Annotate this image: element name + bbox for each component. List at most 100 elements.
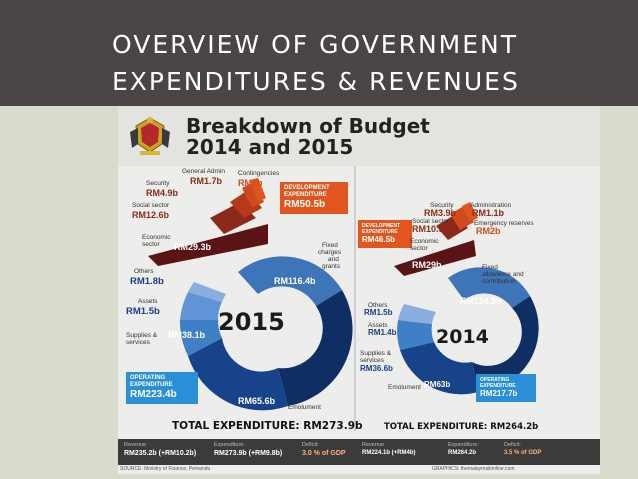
label-emolument-2014: Emolument bbox=[388, 384, 421, 391]
label-supplies-2: services bbox=[126, 339, 150, 346]
label-assets: Assets bbox=[138, 298, 158, 305]
deficit-2015-value: 3.0 % of GDP bbox=[302, 450, 346, 457]
label-supplies-2014-2: services bbox=[360, 357, 384, 364]
value-security-2014: RM3.9b bbox=[424, 208, 457, 218]
label-economic-2014-2: sector bbox=[410, 245, 428, 252]
op-box-2014-line1: OPERATING bbox=[480, 377, 510, 383]
deficit-2014-heading: Deficit: bbox=[504, 442, 521, 448]
label-emolument: Emolument bbox=[288, 404, 321, 411]
label-supplies-2014-1: Supplies & bbox=[360, 350, 392, 357]
revenue-2014: Revenue RM224.1b (+RM4b) bbox=[362, 442, 416, 458]
label-general-admin: General Admin bbox=[182, 168, 225, 175]
label-administration-2014: Administration bbox=[470, 202, 512, 209]
label-fixed-2014-2: allowance and bbox=[482, 271, 524, 278]
label-security-2014: Security bbox=[430, 202, 454, 209]
label-fixed-2: charges bbox=[318, 249, 342, 256]
op-box-2015-line2: EXPENDITURE bbox=[130, 382, 173, 388]
infographic-header: Breakdown of Budget 2014 and 2015 bbox=[118, 106, 600, 166]
infographic-title-line1: Breakdown of Budget bbox=[186, 114, 430, 138]
source-credit: SOURCE: Ministry of Finance, Pemandu bbox=[120, 466, 211, 472]
label-others-2014: Others bbox=[368, 302, 388, 309]
summary-bar: Revenue RM235.2b (+RM10.2b) Expenditure:… bbox=[118, 439, 600, 465]
op-box-2015-line1: OPERATING bbox=[130, 375, 166, 381]
dev-box-2015-line2: EXPENDITURE bbox=[284, 192, 327, 198]
credits: SOURCE: Ministry of Finance, Pemandu GRA… bbox=[118, 466, 600, 474]
value-supplies: RM38.1b bbox=[168, 330, 206, 340]
dev-box-2014-value: RM46.5b bbox=[362, 235, 395, 244]
label-economic-2: sector bbox=[142, 241, 160, 248]
label-emergency-2014: Emergency reserves bbox=[474, 220, 534, 227]
slide-title-line2: EXPENDITURES & REVENUES bbox=[112, 67, 520, 96]
op-box-2014-value: RM217.7b bbox=[480, 389, 518, 398]
label-economic-1: Economic bbox=[142, 234, 171, 241]
value-assets-2014: RM1.4b bbox=[368, 328, 397, 337]
dev-box-2015-line1: DEVELOPMENT bbox=[284, 185, 330, 191]
budget-graphics bbox=[148, 178, 539, 411]
value-emergency-2014: RM2b bbox=[476, 226, 501, 236]
value-emolument-2014: RM63b bbox=[424, 380, 451, 389]
value-economic-sector: RM29.3b bbox=[174, 242, 212, 252]
value-others-2014: RM1.5b bbox=[364, 308, 393, 317]
deficit-2015-heading: Deficit: bbox=[302, 442, 319, 448]
label-fixed-2014-3: contribution bbox=[482, 278, 516, 285]
label-economic-2014-1: Economic bbox=[410, 238, 439, 245]
year-2015-label: 2015 bbox=[218, 308, 285, 336]
year-2014-label: 2014 bbox=[436, 326, 489, 348]
value-assets: RM1.5b bbox=[126, 306, 160, 317]
dev-box-2014-line1: DEVELOPMENT bbox=[362, 223, 401, 229]
deficit-2015: Deficit: 3.0 % of GDP bbox=[302, 442, 346, 458]
development-expenditure-2015: DEVELOPMENT EXPENDITURE RM50.5b bbox=[280, 182, 348, 214]
panel-divider bbox=[354, 166, 356, 431]
expenditure-2015-heading: Expenditure: bbox=[214, 442, 245, 448]
coat-of-arms-icon bbox=[130, 117, 170, 155]
value-contingencies: RM2b bbox=[238, 178, 263, 188]
value-security: RM4.9b bbox=[146, 188, 179, 198]
label-fixed-1: Fixed bbox=[322, 242, 338, 249]
op-box-2014-line2: EXPENDITURE bbox=[480, 383, 516, 389]
expenditure-2015-value: RM273.9b (+RM9.8b) bbox=[214, 450, 283, 457]
label-social-2014: Social sector bbox=[412, 218, 450, 225]
revenue-2015-heading: Revenue bbox=[124, 442, 147, 448]
dev-box-2014-line2: EXPENDITURE bbox=[362, 229, 398, 235]
value-fixed-charges: RM116.4b bbox=[274, 276, 316, 286]
development-bars-2014 bbox=[394, 202, 478, 276]
label-contingencies: Contingencies bbox=[238, 170, 280, 177]
label-security: Security bbox=[146, 180, 170, 187]
deficit-2014-value: 3.5 % of GDP bbox=[504, 450, 542, 456]
slide-header: OVERVIEW OF GOVERNMENT EXPENDITURES & RE… bbox=[0, 0, 638, 106]
dev-box-2015-value: RM50.5b bbox=[284, 199, 326, 210]
revenue-2015: Revenue RM235.2b (+RM10.2b) bbox=[124, 442, 196, 458]
deficit-2014: Deficit: 3.5 % of GDP bbox=[504, 442, 541, 458]
slide-title-line1: OVERVIEW OF GOVERNMENT bbox=[112, 30, 518, 59]
revenue-2015-value: RM235.2b (+RM10.2b) bbox=[124, 450, 197, 457]
donut-2015 bbox=[179, 256, 353, 411]
infographic-title-line2: 2014 and 2015 bbox=[186, 135, 354, 159]
donut-2014 bbox=[397, 267, 539, 395]
value-others: RM1.8b bbox=[130, 276, 164, 287]
value-general-admin: RM1.7b bbox=[190, 176, 223, 186]
value-social-2014: RM10.5b bbox=[412, 224, 450, 234]
op-box-2015-value: RM223.4b bbox=[130, 389, 177, 400]
slide-title: OVERVIEW OF GOVERNMENT EXPENDITURES & RE… bbox=[112, 26, 632, 100]
value-administration-2014: RM1.1b bbox=[472, 208, 505, 218]
graphics-credit: GRAPHICS: themalaymailonline.com bbox=[432, 466, 515, 472]
expenditure-2014-value: RM264.2b bbox=[448, 450, 477, 456]
expenditure-2014: Expenditure: RM264.2b bbox=[448, 442, 479, 458]
development-bars-2015 bbox=[148, 178, 268, 266]
revenue-2014-heading: Revenue bbox=[362, 442, 385, 448]
operating-expenditure-2014: OPERATING EXPENDITURE RM217.7b bbox=[476, 374, 536, 402]
label-fixed-2014-1: Fixed bbox=[482, 264, 498, 271]
label-fixed-4: grants bbox=[322, 263, 341, 270]
label-others: Others bbox=[134, 268, 154, 275]
total-expenditure-2014: TOTAL EXPENDITURE: RM264.2b bbox=[384, 422, 539, 432]
value-social-sector: RM12.6b bbox=[132, 210, 170, 220]
infographic-title: Breakdown of Budget 2014 and 2015 bbox=[186, 116, 430, 158]
label-fixed-3: and bbox=[328, 256, 339, 263]
label-supplies-1: Supplies & bbox=[126, 332, 158, 339]
label-social-sector: Social sector bbox=[132, 202, 170, 209]
value-emolument: RM65.6b bbox=[238, 396, 276, 406]
expenditure-2015: Expenditure: RM273.9b (+RM9.8b) bbox=[214, 442, 282, 458]
revenue-2014-value: RM224.1b (+RM4b) bbox=[362, 450, 416, 456]
label-assets-2014: Assets bbox=[368, 322, 388, 329]
value-economic-2014: RM29b bbox=[412, 260, 442, 270]
